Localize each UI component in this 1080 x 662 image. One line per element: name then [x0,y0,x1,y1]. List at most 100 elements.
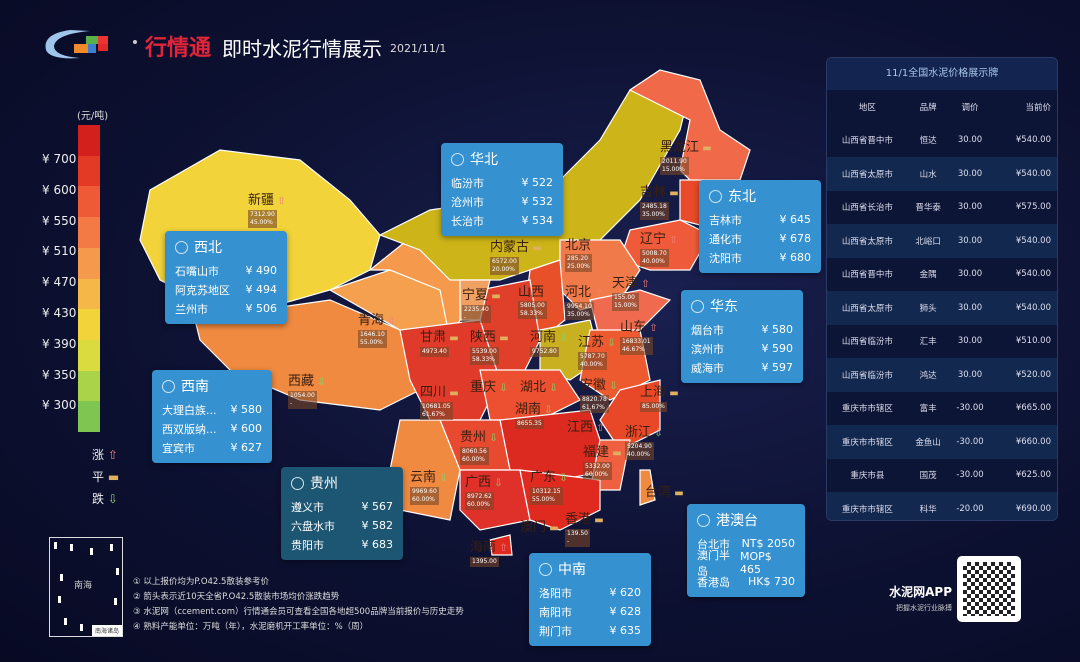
province-shape[interactable] [479,369,581,421]
mill-rate: 61.67% [582,404,605,411]
city-name: 滨州市 [691,342,724,356]
trend-flat-icon: ▬ [529,243,542,254]
trend-down-icon: ⇩ [496,383,508,394]
island-mark [110,544,113,551]
province-name: 香港 [565,512,592,527]
arrow-up-icon: ⇧ [107,448,118,462]
region-card-huadong[interactable]: 华东 烟台市 ¥ 580 滨州市 ¥ 590 威海市 ¥ 597 [681,290,803,383]
region-title: 中南 [558,562,586,578]
legend-tick: ¥ 600 [42,183,77,197]
province-label: 福建 ▬ 5332.00 60.00% [583,445,622,480]
current-price-cell: ¥540.00 [1015,135,1051,146]
qr-code[interactable] [957,556,1021,622]
mill-rate: 40.00% [580,361,603,368]
trend-down-icon: ⇩ [541,405,553,416]
province-name-row: 新疆 ⇧ [248,193,286,209]
trend-down-icon: ⇩ [606,381,618,392]
date: 2021/11/1 [390,42,447,55]
region-title: 华北 [470,152,498,168]
province-stats: 5332.00 60.00% [583,462,612,480]
trend-down-icon: ⇩ [491,478,503,489]
province-shape[interactable] [189,299,421,411]
region-title: 贵州 [310,476,338,492]
region-card-xibei[interactable]: 西北 石嘴山市 ¥ 490 阿克苏地区 ¥ 494 兰州市 ¥ 506 [165,231,287,324]
city-price-row: 烟台市 ¥ 580 [691,320,793,339]
mill-rate: 45.00% [250,219,273,226]
clinker-capacity: 8655.35 [517,420,542,427]
province-name-row: 福建 ▬ [583,445,622,461]
clinker-capacity: 1395.00 [472,558,497,565]
region-card-xinan[interactable]: 西南 大理白族... ¥ 580 西双版纳... ¥ 600 宜宾市 ¥ 627 [152,370,272,463]
region-card-zhongnan[interactable]: 中南 洛阳市 ¥ 620 南阳市 ¥ 628 荆门市 ¥ 635 [529,553,651,646]
city-name: 荆门市 [539,624,572,638]
province-shape[interactable] [459,469,531,531]
province-name-row: 安徽 ⇩ [580,378,618,394]
province-name: 青海 [358,313,385,328]
city-price: ¥ 627 [230,441,263,454]
city-name: 长治市 [451,214,484,228]
price-change-cell: 30.00 [957,336,983,347]
legend-down: 跌 ⇩ [92,490,118,507]
province-name: 浙江 [625,425,652,440]
clinker-capacity: 4973.40 [422,348,447,355]
column-header: 品牌 [919,102,937,113]
clinker-capacity: 1054.00 [290,392,315,399]
province-name-row: 江西 ⇧ [567,420,605,436]
province-shape[interactable] [489,534,513,556]
province-name: 湖南 [515,402,542,417]
table-row: 山西省晋中市 恒达 30.00 ¥540.00 [827,124,1057,158]
note: ① 以上报价均为P.O42.5散装参考价 [133,577,269,587]
region-card-guizhou[interactable]: 贵州 遵义市 ¥ 567 六盘水市 ¥ 582 贵阳市 ¥ 683 [281,467,403,560]
province-name-row: 内蒙古 ▬ [490,240,542,256]
province-shape[interactable] [599,379,661,451]
inset-name: 南海 [74,581,93,591]
price-change-cell: -30.00 [956,470,984,481]
legend-tick: ¥ 300 [42,398,77,412]
clinker-capacity: 9752.80 [532,348,557,355]
legend-tick: ¥ 700 [42,152,77,166]
table-row: 山西省太原市 狮头 30.00 ¥540.00 [827,291,1057,325]
city-price-row: 阿克苏地区 ¥ 494 [175,280,277,299]
city-price-row: 遵义市 ¥ 567 [291,497,393,516]
trend-flat-icon: ▬ [699,143,712,154]
region-card-gangaotai[interactable]: 港澳台 台北市 NT$ 2050 澳门半岛 MOP$ 465 香港岛 HK$ 730 [687,504,805,597]
province-label: 湖北 ⇩ [520,380,558,396]
city-name: 烟台市 [691,323,724,337]
region-title: 华东 [710,299,738,315]
province-name-row: 北京 [565,238,591,253]
table-row: 重庆市县 国茂 -30.00 ¥625.00 [827,459,1057,493]
price-change-cell: 30.00 [957,269,983,280]
city-name: 沈阳市 [709,251,742,265]
city-price-row: 长治市 ¥ 534 [451,211,553,230]
app-name: 水泥网APP [889,585,952,599]
table-row: 山西省太原市 山水 30.00 ¥540.00 [827,157,1057,191]
note: ③ 水泥网（ccement.com）行情通会员可查看全国各地超500品牌当前报价… [133,607,464,617]
province-name-row: 云南 ⇩ [410,470,448,486]
current-price-cell: ¥520.00 [991,358,1057,392]
province-shape[interactable] [628,69,751,191]
province-stats: 8972.62 60.00% [465,492,494,510]
province-stats: 1646.10 55.00% [358,330,387,348]
city-price: HK$ 730 [748,575,795,588]
city-name: 通化市 [709,232,742,246]
clinker-capacity: 2011.90 [662,158,687,165]
clinker-capacity: 8060.56 [462,448,487,455]
province-shape[interactable] [639,469,656,506]
legend-unit: (元/吨) [77,111,109,122]
island-mark [114,598,117,605]
legend-color-bar [78,125,100,433]
region-card-huabei[interactable]: 华北 临汾市 ¥ 522 沧州市 ¥ 532 长治市 ¥ 534 [441,143,563,236]
city-price: MOP$ 465 [740,549,772,576]
mill-rate: 46.67% [622,346,645,353]
clinker-capacity: 8820.78 [582,396,607,403]
province-label: 重庆 ⇩ [470,380,508,396]
province-label: 香港 ▬ 139.50- [565,512,604,547]
trend-flat-icon: ▬ [671,488,684,499]
region-card-dongbei[interactable]: 东北 吉林市 ¥ 645 通化市 ¥ 678 沈阳市 ¥ 680 [699,180,821,273]
province-name-row: 山西 [518,285,544,300]
province-name-row: 上海 ▬ [640,385,679,401]
city-price: ¥ 635 [609,624,642,637]
province-label: 台湾 ▬ [645,485,684,501]
current-price-cell: ¥660.00 [991,425,1057,459]
clinker-capacity: 9969.60 [412,488,437,495]
